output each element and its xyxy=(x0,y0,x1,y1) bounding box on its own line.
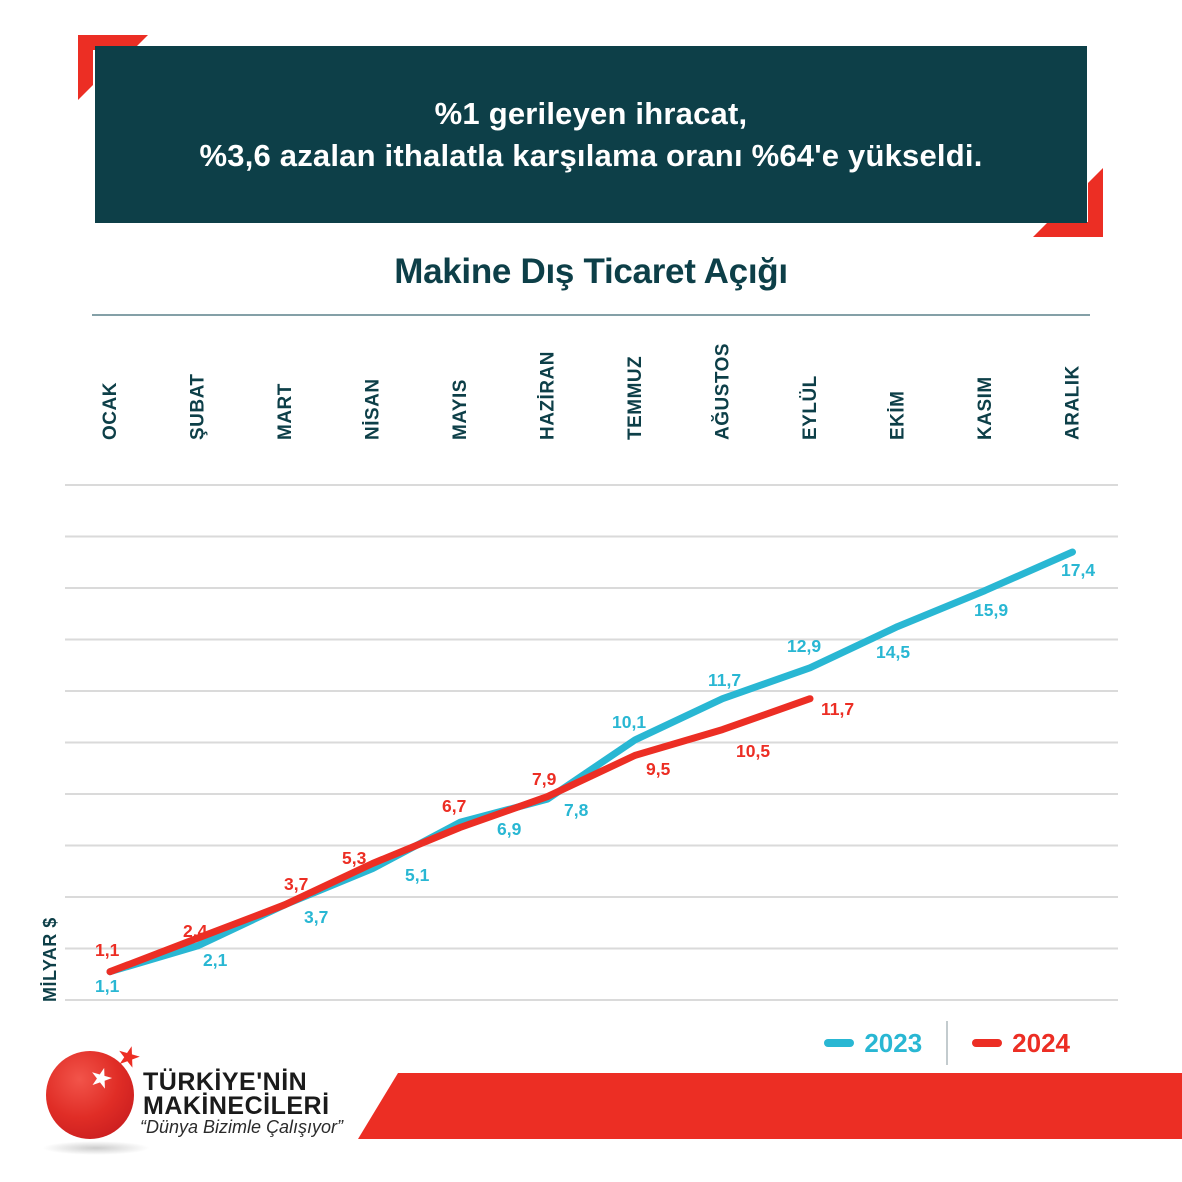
chart-title: Makine Dış Ticaret Açığı xyxy=(394,252,788,291)
corner-bracket-bottom-right-icon xyxy=(1033,168,1103,237)
value-label-2024: 5,3 xyxy=(342,848,367,868)
logo-circle xyxy=(46,1051,134,1139)
value-label-2024: 11,7 xyxy=(821,699,854,719)
month-label: KASIM xyxy=(975,376,996,440)
headline-line2: %3,6 azalan ithalatla karşılama oranı %6… xyxy=(199,137,983,173)
title-underline xyxy=(92,314,1090,316)
month-label: OCAK xyxy=(100,382,121,440)
value-label-2023: 7,8 xyxy=(564,800,589,820)
month-label: EYLÜL xyxy=(800,375,821,440)
legend-divider xyxy=(946,1021,949,1065)
legend-label-2024: 2024 xyxy=(1012,1027,1070,1058)
month-label: TEMMUZ xyxy=(625,356,646,440)
value-label-2023: 3,7 xyxy=(304,907,328,927)
month-label: HAZİRAN xyxy=(538,351,559,440)
legend-dash-2024-icon xyxy=(972,1039,1003,1047)
value-label-2023: 1,1 xyxy=(95,976,120,996)
value-label-2023: 5,1 xyxy=(405,865,430,885)
value-label-2024: 1,1 xyxy=(95,940,120,960)
value-label-2024: 2,4 xyxy=(183,921,208,941)
logo-shadow xyxy=(42,1141,150,1155)
value-label-2023: 11,7 xyxy=(708,670,741,690)
value-label-2023: 6,9 xyxy=(497,819,522,839)
y-axis-label: MİLYAR $ xyxy=(40,917,60,1002)
value-label-2023: 10,1 xyxy=(612,712,646,732)
value-label-2024: 9,5 xyxy=(646,759,671,779)
series-line-2023 xyxy=(106,548,1076,976)
logo-tagline: “Dünya Bizimle Çalışıyor” xyxy=(140,1117,344,1137)
legend-dash-2023-icon xyxy=(824,1039,855,1047)
value-label-2024: 10,5 xyxy=(736,741,770,761)
series-line-2024 xyxy=(106,695,814,976)
footer-banner xyxy=(358,1073,1182,1139)
month-label: MAYIS xyxy=(450,379,471,440)
chart-legend: 2023 2024 xyxy=(824,1021,1070,1065)
value-label-2023: 2,1 xyxy=(203,950,228,970)
value-label-2024: 3,7 xyxy=(284,874,308,894)
legend-label-2023: 2023 xyxy=(864,1027,923,1058)
logo-name-line2: MAKİNECİLERİ xyxy=(143,1092,330,1120)
value-label-2024: 7,9 xyxy=(532,769,557,789)
month-label: EKİM xyxy=(888,391,909,441)
value-label-2023: 12,9 xyxy=(787,636,821,656)
value-label-2023: 17,4 xyxy=(1061,560,1095,580)
month-label: ARALIK xyxy=(1063,365,1084,440)
month-label: NİSAN xyxy=(363,378,384,440)
month-label: ŞUBAT xyxy=(188,373,209,440)
value-label-2023: 14,5 xyxy=(876,642,910,662)
value-label-2024: 6,7 xyxy=(442,796,466,816)
headline-line1: %1 gerileyen ihracat, xyxy=(434,95,748,131)
headline-box: %1 gerileyen ihracat, %3,6 azalan ithala… xyxy=(95,46,1087,223)
month-label: MART xyxy=(275,383,296,440)
logo-name-line1: TÜRKİYE'NİN xyxy=(143,1068,308,1096)
month-label: AĞUSTOS xyxy=(712,343,734,440)
value-label-2023: 15,9 xyxy=(974,600,1008,620)
